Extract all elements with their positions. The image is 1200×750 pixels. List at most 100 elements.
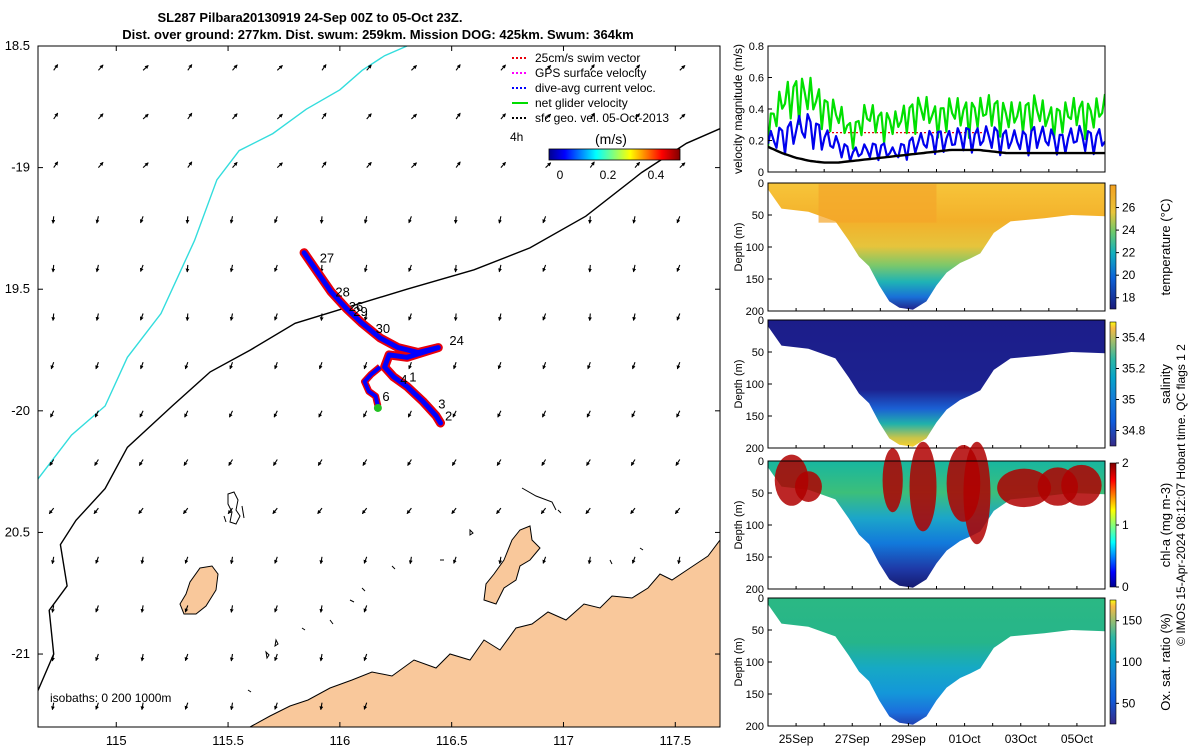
velocity-vector [319,313,324,322]
velocity-vector [631,410,636,418]
velocity-vector [185,216,190,224]
velocity-vector [185,264,190,273]
velocity-vector [274,362,278,370]
legend-item-label: GPS surface velocity [535,66,646,80]
temperature-y-tick-label: 100 [746,242,764,254]
isobath-legend: isobaths: 0 200 1000m [50,691,171,705]
coastal-islets [247,487,644,693]
velocity-vector [451,507,457,515]
map-x-tick-label: 117 [553,733,574,748]
map-y-tick-label: 18.5 [5,38,30,53]
velocity-vector [587,362,591,370]
velocity-vector [497,410,502,418]
track-day-label: 30 [376,321,390,336]
map-y-tick-label: -20 [11,403,30,418]
velocity-vector [321,161,327,168]
velocity-vector [184,362,189,370]
chla-patch [963,441,991,545]
velocity-vector [97,161,104,168]
velocity-vector [545,162,552,169]
velocity-vector [139,410,144,418]
velocity-vector [630,507,636,515]
velocity-vector [142,113,149,120]
salinity-y-tick-label: 50 [752,347,764,359]
velocity-vector [187,112,193,120]
velocity-vector [273,459,278,466]
velocity-vector [139,216,144,224]
velocity-vector [229,264,234,273]
velocity-vector [319,605,324,613]
legend-item-label: dive-avg current veloc. [535,81,656,95]
velocity-vector [498,556,503,565]
velocity-vector [363,216,368,224]
velocity-vector [276,113,283,120]
velocity-vector [51,702,55,711]
oxygen-y-tick-label: 50 [752,625,764,637]
velocity-vector [587,556,592,565]
velocity-vector [588,264,592,273]
velocity-vector [589,112,595,120]
velocity-vector [632,264,637,273]
oxygen-y-tick-label: 0 [758,593,764,605]
velocity-vector [453,264,458,273]
warm-layer [818,184,937,223]
velocity-vector [183,459,189,466]
velocity-vector [545,65,552,71]
velocity-vector [542,264,547,272]
velocity-y-tick-label: 0.8 [749,41,764,53]
chla-patch [997,468,1052,508]
velocity-vector [229,702,234,711]
velocity-vector [274,556,278,564]
salinity-section: 0 50 100 150 200 Depth (m) 34.8 35 35.2 35.4 salin… [733,315,1173,455]
glider-track-current [301,250,443,426]
velocity-vector [366,161,372,168]
velocity-vector [274,216,278,224]
velocity-vector [545,113,552,120]
velocity-vector [273,410,278,418]
glider-latest-position [373,403,382,412]
velocity-vector [319,556,324,565]
velocity-vector [319,653,324,662]
velocity-vector [140,653,145,662]
velocity-vector [95,556,99,564]
velocity-vector [541,459,547,466]
speed-colorbar-tick-2: 0.4 [648,168,665,182]
chla-section: 0 50 100 150 200 Depth (m) 0 1 2 chl-a (mg m-3) [733,441,1173,596]
velocity-vector [228,459,233,466]
velocity-vector [408,556,413,565]
velocity-vector [630,459,636,466]
velocity-vector [366,64,372,71]
map-y-tick-label: -19 [11,160,30,175]
velocity-vector [363,313,368,322]
velocity-vector [408,264,412,272]
salinity-colorbar-tick: 34.8 [1122,424,1146,438]
oxygen-ylabel: Depth (m) [733,638,745,687]
velocity-vector [676,362,681,370]
speed-colorbar: (m/s) 0 0.2 0.4 [548,131,681,182]
velocity-vector [232,113,238,120]
track-day-label: 26 [349,299,363,314]
section-x-tick-label: 01Oct [949,732,982,746]
chla-y-tick-label: 50 [752,488,764,500]
chla-y-tick-label: 0 [758,456,764,468]
velocity-vector [317,507,323,515]
velocity-vector [676,313,681,321]
velocity-vector [361,507,368,515]
oxygen-colorbar-tick: 150 [1122,614,1142,628]
velocity-vector [139,362,144,370]
velocity-vector [138,507,144,515]
velocity-vector [321,112,327,120]
velocity-vector [586,459,591,466]
velocity-vector [274,653,278,662]
velocity-vector [53,112,59,120]
velocity-vector [142,162,149,169]
velocity-vector [679,162,686,169]
velocity-vector [542,362,547,370]
track-day-label: 6 [382,389,389,404]
map-y-tick-label: -21 [11,646,30,661]
velocity-vector [318,410,323,418]
velocity-vector [50,410,55,418]
temperature-colorbar-tick: 18 [1122,291,1136,305]
